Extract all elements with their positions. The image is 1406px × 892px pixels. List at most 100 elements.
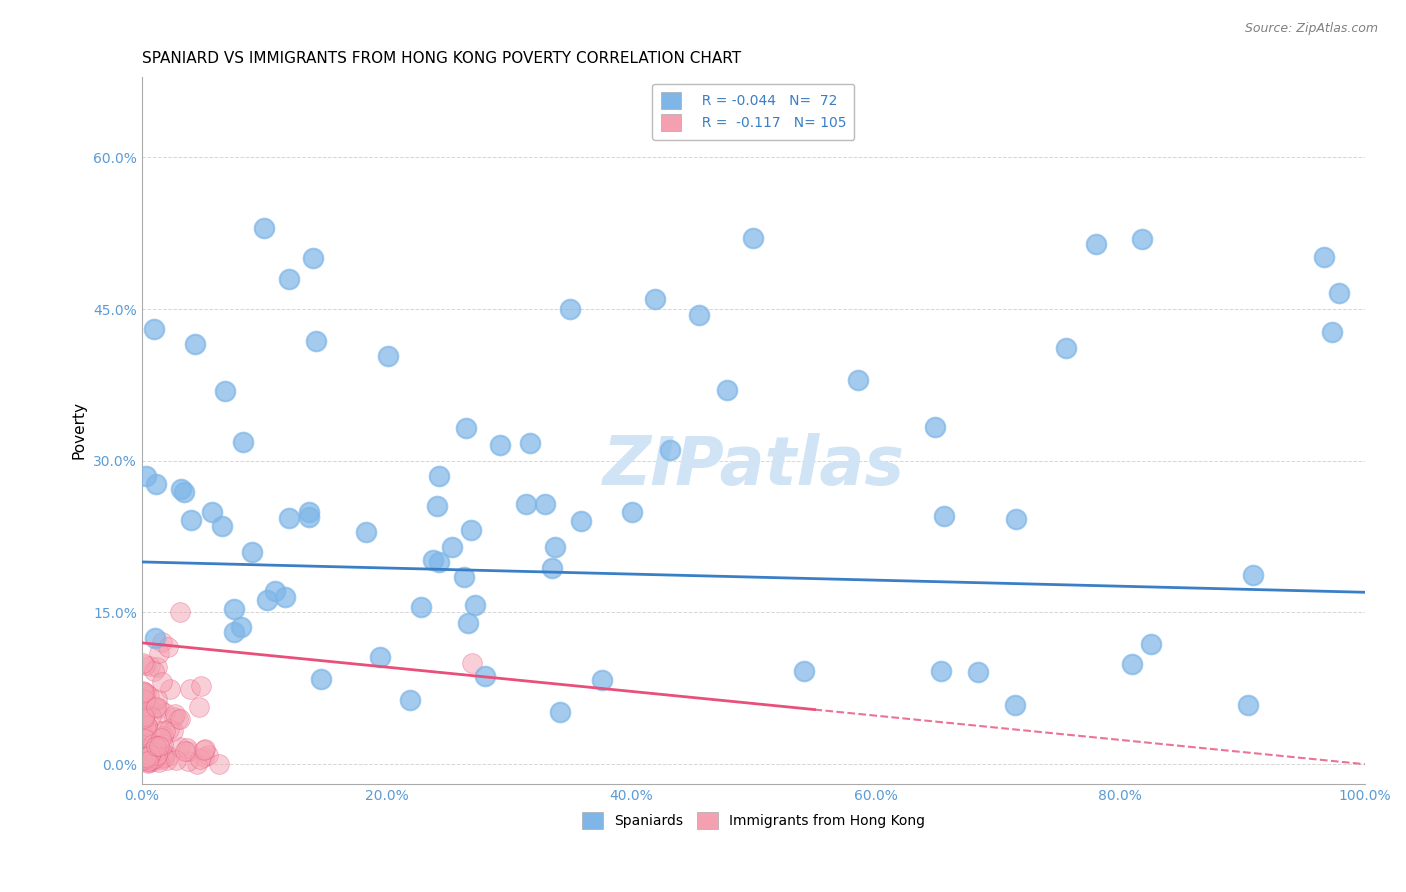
Point <box>177 754 200 768</box>
Point <box>301 252 323 266</box>
Point <box>135 749 157 764</box>
Point <box>138 756 160 770</box>
Point <box>135 469 157 483</box>
Point <box>489 438 512 452</box>
Point <box>173 485 195 500</box>
Point <box>591 673 613 687</box>
Point <box>544 540 567 554</box>
Point <box>846 373 869 387</box>
Point <box>1327 285 1350 300</box>
Point <box>169 739 191 754</box>
Point <box>134 658 156 673</box>
Point <box>474 669 496 683</box>
Point <box>211 519 233 533</box>
Point <box>132 684 155 698</box>
Point <box>162 723 184 738</box>
Point <box>135 751 157 765</box>
Point <box>1130 232 1153 246</box>
Text: Source: ZipAtlas.com: Source: ZipAtlas.com <box>1244 22 1378 36</box>
Point <box>145 699 167 714</box>
Point <box>1320 325 1343 339</box>
Point <box>139 658 162 673</box>
Point <box>136 752 159 766</box>
Point <box>426 499 449 513</box>
Point <box>354 525 377 540</box>
Point <box>139 749 162 764</box>
Point <box>142 742 165 756</box>
Point <box>132 729 155 743</box>
Point <box>135 749 157 764</box>
Point <box>541 561 564 575</box>
Point <box>138 747 160 762</box>
Point <box>231 434 253 449</box>
Point <box>1004 698 1026 712</box>
Point <box>571 514 593 528</box>
Point <box>157 722 180 736</box>
Point <box>311 672 333 686</box>
Point <box>152 729 174 743</box>
Point <box>659 443 682 458</box>
Point <box>148 701 170 715</box>
Point <box>134 742 156 756</box>
Point <box>132 745 155 759</box>
Point <box>139 709 162 723</box>
Point <box>136 718 159 732</box>
Point <box>464 599 486 613</box>
Point <box>142 739 165 753</box>
Point <box>193 743 215 757</box>
Point <box>139 699 162 714</box>
Point <box>274 590 297 604</box>
Point <box>148 755 170 769</box>
Point <box>157 749 180 764</box>
Point <box>222 601 245 615</box>
Point <box>398 692 420 706</box>
Point <box>688 309 710 323</box>
Point <box>136 719 159 733</box>
Point <box>427 555 450 569</box>
Point <box>145 739 167 753</box>
Point <box>190 752 212 766</box>
Point <box>201 505 224 519</box>
Point <box>190 679 212 693</box>
Point <box>152 750 174 764</box>
Point <box>132 683 155 698</box>
Point <box>461 656 484 670</box>
Point <box>197 747 219 762</box>
Point <box>131 725 153 739</box>
Point <box>149 723 172 738</box>
Point <box>1121 657 1143 671</box>
Point <box>240 544 263 558</box>
Point <box>966 665 988 679</box>
Point <box>146 659 169 673</box>
Point <box>377 350 399 364</box>
Point <box>136 754 159 768</box>
Point <box>929 664 952 678</box>
Point <box>132 685 155 699</box>
Point <box>621 505 644 519</box>
Point <box>422 553 444 567</box>
Point <box>1140 637 1163 651</box>
Point <box>143 664 166 678</box>
Point <box>150 675 173 690</box>
Point <box>142 737 165 751</box>
Point <box>222 624 245 639</box>
Point <box>176 740 198 755</box>
Point <box>143 631 166 645</box>
Point <box>152 737 174 751</box>
Point <box>141 753 163 767</box>
Point <box>136 751 159 765</box>
Point <box>180 513 202 527</box>
Point <box>454 421 477 435</box>
Point <box>173 744 195 758</box>
Point <box>141 744 163 758</box>
Point <box>457 616 479 631</box>
Point <box>131 754 153 768</box>
Point <box>156 753 179 767</box>
Point <box>644 292 666 306</box>
Point <box>152 747 174 761</box>
Point <box>305 334 328 348</box>
Point <box>742 231 765 245</box>
Point <box>132 711 155 725</box>
Point <box>131 749 153 764</box>
Point <box>135 719 157 733</box>
